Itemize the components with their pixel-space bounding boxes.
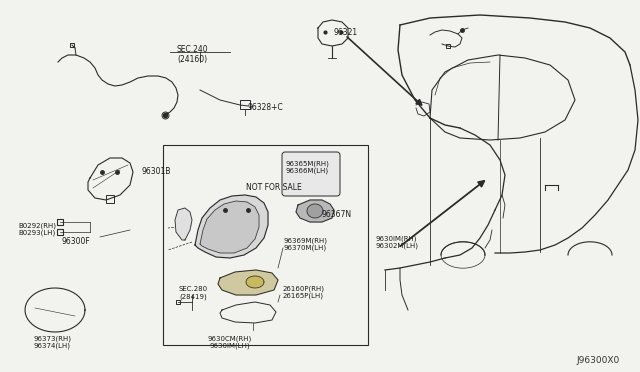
Text: 9630lM(RH)
96302M(LH): 9630lM(RH) 96302M(LH) [376, 235, 419, 249]
Text: 96321: 96321 [333, 28, 357, 37]
Text: B0292(RH)
B0293(LH): B0292(RH) B0293(LH) [18, 222, 56, 236]
Polygon shape [175, 208, 192, 240]
Bar [163, 145, 368, 345]
Bar [240, 100, 250, 109]
FancyBboxPatch shape [282, 152, 340, 196]
Text: SEC.280
(28419): SEC.280 (28419) [179, 286, 207, 299]
Text: 96300F: 96300F [62, 237, 91, 246]
Polygon shape [307, 204, 323, 218]
Text: NOT FOR SALE: NOT FOR SALE [246, 183, 301, 192]
Polygon shape [246, 276, 264, 288]
Text: 96369M(RH)
96370M(LH): 96369M(RH) 96370M(LH) [284, 237, 328, 251]
Text: 96365M(RH)
96366M(LH): 96365M(RH) 96366M(LH) [285, 160, 329, 174]
Text: 96373(RH)
96374(LH): 96373(RH) 96374(LH) [33, 335, 71, 349]
Polygon shape [195, 195, 268, 258]
Text: SEC.240
(24160): SEC.240 (24160) [176, 45, 208, 64]
Text: J96300X0: J96300X0 [577, 356, 620, 365]
Text: 9630CM(RH)
9630lM(LH): 9630CM(RH) 9630lM(LH) [208, 335, 252, 349]
Text: 96301B: 96301B [142, 167, 172, 176]
Polygon shape [200, 201, 259, 253]
Polygon shape [218, 270, 278, 295]
Bar [106, 195, 114, 203]
Text: 96367N: 96367N [322, 210, 352, 219]
Text: 26160P(RH)
26165P(LH): 26160P(RH) 26165P(LH) [283, 285, 325, 299]
Polygon shape [296, 200, 334, 222]
Text: 96328+C: 96328+C [248, 103, 284, 112]
